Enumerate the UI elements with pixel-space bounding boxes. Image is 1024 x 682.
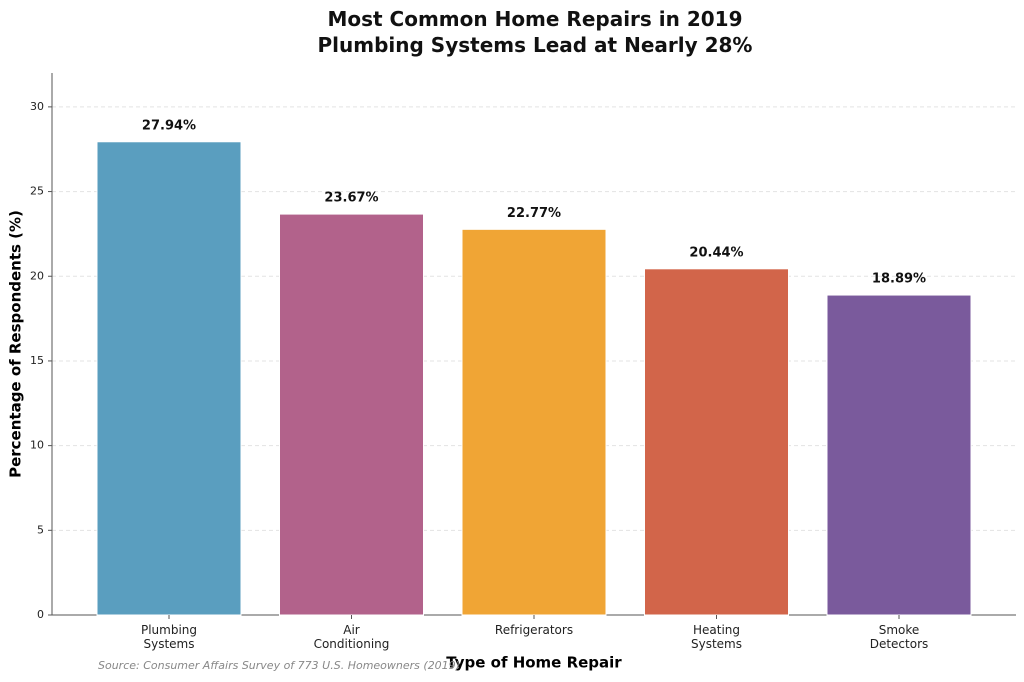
- value-label: 20.44%: [689, 245, 743, 260]
- bar: [826, 294, 972, 616]
- x-tick-label: Plumbing Systems: [140, 623, 198, 651]
- y-tick-label: 30: [30, 100, 44, 113]
- value-label: 23.67%: [324, 191, 378, 206]
- bar: [96, 141, 242, 616]
- y-tick-label: 10: [30, 439, 44, 452]
- value-label: 22.77%: [507, 206, 561, 221]
- y-axis-label: Percentage of Respondents (%): [7, 210, 25, 478]
- chart-title: Most Common Home Repairs in 2019 Plumbin…: [317, 7, 753, 57]
- y-tick-label: 0: [37, 608, 44, 621]
- source-note: Source: Consumer Affairs Survey of 773 U…: [98, 659, 460, 672]
- value-label: 18.89%: [872, 272, 926, 287]
- value-label: 27.94%: [142, 118, 196, 133]
- y-tick-label: 25: [30, 185, 44, 198]
- y-tick-label: 20: [30, 269, 44, 282]
- x-tick-label: Heating Systems: [691, 623, 742, 651]
- bar: [644, 268, 789, 616]
- bar: [279, 213, 424, 616]
- x-tick-label: Air Conditioning: [313, 623, 390, 651]
- y-tick-label: 15: [30, 354, 44, 367]
- bar: [461, 228, 607, 616]
- y-tick-label: 5: [37, 523, 44, 536]
- x-tick-label: Smoke Detectors: [869, 623, 929, 651]
- x-tick-label: Refrigerators: [494, 623, 574, 637]
- x-axis-label: Type of Home Repair: [446, 654, 622, 672]
